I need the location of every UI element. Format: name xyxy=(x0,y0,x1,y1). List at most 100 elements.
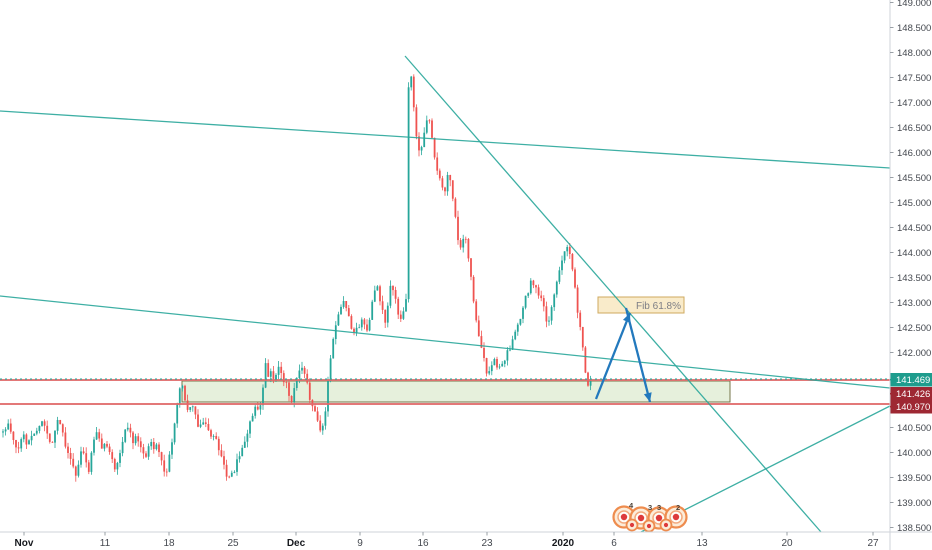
candle-body xyxy=(537,287,540,296)
candle-body xyxy=(568,247,571,254)
candle-body xyxy=(327,381,329,412)
x-axis-tick-label: 20 xyxy=(781,538,793,549)
candle-body xyxy=(256,406,259,410)
candle-body xyxy=(249,421,251,434)
candle-body xyxy=(9,423,12,432)
emoji-sticker-small-center xyxy=(646,523,652,529)
price-axis[interactable]: 149.000 148.500 148.000 147.500 147.000 146.5… xyxy=(890,0,931,534)
x-axis-tick-label: 13 xyxy=(696,538,708,549)
candle-body xyxy=(56,420,59,431)
candle-body xyxy=(459,240,462,248)
candle-body xyxy=(54,430,56,443)
steep-descending-trendline[interactable] xyxy=(404,55,822,533)
price-tag-text: 141.426 xyxy=(896,389,930,400)
candle-body xyxy=(334,325,337,339)
candle-body xyxy=(384,309,387,323)
candle-body xyxy=(324,411,327,426)
candle-body xyxy=(319,420,322,431)
candle-body xyxy=(498,366,501,368)
candle-body xyxy=(285,382,288,383)
candle-body xyxy=(438,170,441,179)
candle-body xyxy=(381,301,384,310)
candle-body xyxy=(165,471,168,473)
candle-body xyxy=(59,420,62,425)
candle-body xyxy=(41,421,43,426)
candle-body xyxy=(457,216,459,241)
projection-arrow-up[interactable] xyxy=(594,312,632,400)
candle-body xyxy=(121,441,124,454)
candle-body xyxy=(464,238,467,240)
x-axis-tick-label: 6 xyxy=(611,538,617,549)
candle-body xyxy=(553,294,556,308)
candle-body xyxy=(373,290,376,302)
candle-body xyxy=(290,396,293,402)
candle-body xyxy=(230,472,233,477)
y-axis-tick-label: 139.000 xyxy=(897,498,931,509)
candle-body xyxy=(22,434,25,440)
projection-arrow-down[interactable] xyxy=(624,307,652,403)
candle-body xyxy=(480,336,483,348)
y-axis-tick-label: 139.500 xyxy=(897,473,931,484)
candle-body xyxy=(251,415,254,422)
candle-body xyxy=(116,462,119,470)
candle-body xyxy=(20,439,23,449)
candle-body xyxy=(366,324,368,331)
candle-body xyxy=(376,286,379,291)
y-axis-tick-label: 147.000 xyxy=(897,98,931,109)
candle-body xyxy=(288,382,290,396)
candle-body xyxy=(558,270,561,282)
y-axis-tick-label: 148.500 xyxy=(897,23,931,34)
candle-body xyxy=(529,280,532,294)
candle-body xyxy=(306,373,309,383)
upper-resistance-trendline[interactable] xyxy=(0,110,891,169)
time-axis[interactable]: Nov 11 18 25 Dec 9 16 23 2020 6 13 20 27 xyxy=(15,532,879,549)
x-axis-tick-label: 9 xyxy=(357,538,363,549)
candle-body xyxy=(204,422,207,424)
y-axis-tick-label: 148.000 xyxy=(897,48,931,59)
candle-body xyxy=(337,314,340,326)
candle-body xyxy=(350,316,353,329)
emoji-sticker-center xyxy=(655,514,663,522)
candle-body xyxy=(493,359,496,366)
candle-body xyxy=(95,432,98,440)
candle-body xyxy=(262,387,264,406)
candle-body xyxy=(72,458,75,467)
candle-body xyxy=(67,446,69,453)
candle-body xyxy=(412,76,415,108)
candle-body xyxy=(405,299,407,312)
candle-body xyxy=(420,147,423,151)
candle-body xyxy=(150,442,153,447)
candle-body xyxy=(98,432,101,439)
y-axis-tick-label: 142.000 xyxy=(897,348,931,359)
x-axis-tick-label: 11 xyxy=(100,538,111,549)
candle-body xyxy=(74,466,77,476)
candle-body xyxy=(329,358,332,382)
candle-body xyxy=(548,320,550,322)
candle-body xyxy=(124,429,127,442)
candle-body xyxy=(522,307,524,319)
candle-body xyxy=(220,450,223,457)
y-axis-tick-label: 138.500 xyxy=(897,523,931,534)
candle-body xyxy=(321,425,324,431)
candle-body xyxy=(379,286,381,302)
candle-body xyxy=(277,366,280,375)
candle-body xyxy=(194,406,197,415)
candle-body xyxy=(485,358,488,374)
candle-body xyxy=(540,295,543,299)
x-axis-tick-label: 18 xyxy=(163,538,175,549)
mid-descending-trendline[interactable] xyxy=(0,295,891,389)
candle-body xyxy=(308,382,311,400)
candle-body xyxy=(223,456,225,465)
candle-body xyxy=(43,421,46,426)
time-axis-background xyxy=(0,532,932,550)
candle-body xyxy=(402,311,405,319)
candle-body xyxy=(85,453,88,463)
candle-body xyxy=(451,180,454,199)
price-tag-text: 141.469 xyxy=(896,375,930,386)
candle-body xyxy=(449,175,452,181)
emoji-count-badge: 2 xyxy=(676,503,680,512)
candle-body xyxy=(298,370,301,379)
